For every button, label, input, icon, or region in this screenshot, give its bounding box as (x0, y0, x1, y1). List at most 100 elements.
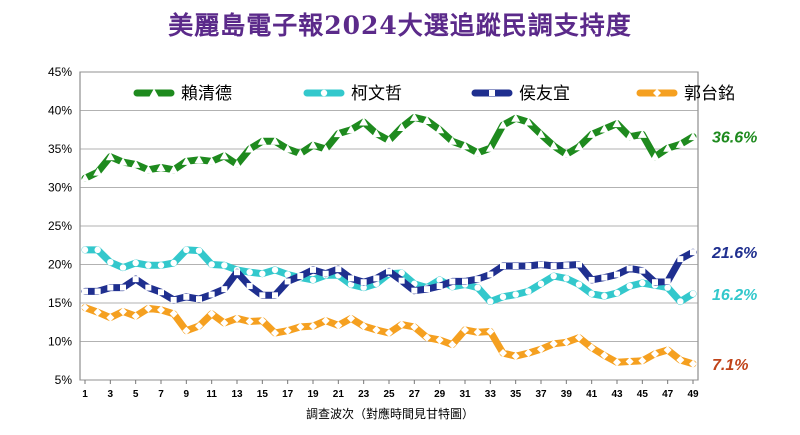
data-point (309, 276, 317, 284)
legend-item: 柯文哲 (303, 84, 402, 104)
data-point (181, 156, 191, 165)
data-point (409, 112, 419, 121)
data-point (549, 339, 558, 348)
legend-item: 郭台銘 (636, 84, 735, 104)
data-point (423, 333, 431, 342)
data-point (93, 167, 103, 176)
x-tick-label: 33 (485, 389, 497, 400)
data-point (93, 308, 102, 317)
data-point (512, 291, 519, 298)
data-point (208, 291, 215, 298)
data-point (221, 262, 228, 269)
data-point (676, 355, 685, 364)
data-point (601, 274, 608, 281)
data-point (613, 289, 621, 297)
data-point (690, 249, 696, 256)
data-point (625, 132, 635, 141)
x-tick-label: 11 (206, 389, 217, 400)
data-point (587, 129, 597, 138)
data-point (664, 278, 671, 285)
legend-marker (489, 90, 495, 96)
data-point (473, 148, 483, 157)
data-point (81, 303, 89, 312)
data-point (587, 343, 596, 352)
data-point (384, 136, 394, 145)
data-point (601, 292, 608, 300)
data-point (550, 263, 557, 270)
data-point (576, 261, 582, 268)
data-point (195, 247, 203, 254)
legend-item: 侯友宜 (471, 84, 570, 104)
data-point (536, 129, 546, 138)
data-point (132, 259, 139, 267)
data-point (410, 322, 419, 331)
data-point (118, 157, 128, 166)
series-4 (81, 303, 697, 368)
end-value-label: 21.6% (711, 245, 757, 262)
data-point (183, 246, 190, 254)
data-point (233, 314, 241, 323)
data-point (82, 288, 88, 295)
data-point (689, 290, 697, 297)
data-point (106, 313, 115, 322)
data-point (219, 151, 229, 160)
data-point (270, 136, 280, 145)
data-point (157, 305, 165, 314)
data-point (538, 261, 544, 268)
data-point (677, 256, 684, 263)
data-point (145, 262, 152, 269)
x-tick-label: 7 (158, 389, 164, 400)
end-value-label: 7.1% (712, 357, 748, 374)
data-point (411, 287, 418, 294)
data-point (105, 152, 115, 161)
series-1 (80, 112, 698, 182)
data-point (169, 309, 178, 318)
x-tick-label: 21 (333, 389, 345, 400)
data-point (347, 314, 355, 323)
data-point (663, 345, 672, 354)
data-point (626, 282, 633, 290)
data-point (511, 113, 521, 122)
data-point (612, 119, 622, 128)
data-point (385, 329, 393, 338)
data-point (259, 270, 266, 277)
data-point (107, 258, 114, 266)
data-point (245, 317, 254, 326)
grid-layer (79, 71, 699, 381)
y-tick-label: 5% (55, 373, 73, 387)
data-point (259, 292, 266, 299)
data-point (182, 326, 191, 335)
data-point (246, 269, 253, 276)
data-point (638, 356, 647, 365)
data-point (447, 136, 457, 145)
data-point (562, 338, 571, 347)
data-point (487, 298, 494, 305)
data-point (677, 298, 684, 305)
data-point (310, 266, 316, 273)
data-point (474, 284, 481, 291)
x-axis-title: 調查波次（對應時間見甘特圖） (306, 406, 474, 421)
data-point (131, 312, 140, 321)
data-point (80, 173, 90, 182)
data-point (524, 349, 533, 358)
y-tick-label: 30% (48, 181, 72, 195)
data-point (487, 271, 494, 278)
data-point (599, 124, 609, 133)
legend-label: 郭台銘 (684, 84, 735, 104)
data-point (525, 288, 532, 295)
data-point (207, 309, 216, 318)
data-point (651, 349, 659, 358)
data-point (257, 136, 267, 145)
legend-marker (149, 88, 159, 97)
data-point (486, 327, 495, 336)
data-point (359, 117, 369, 126)
chart-title: 美麗島電子報2024大選追蹤民調支持度 (168, 11, 632, 40)
series-3 (81, 248, 697, 304)
x-tick-label: 15 (257, 389, 269, 400)
data-point (575, 281, 583, 288)
data-point (474, 276, 481, 283)
data-point (194, 155, 204, 164)
data-point (94, 246, 101, 254)
x-tick-label: 17 (282, 389, 294, 400)
data-point (143, 165, 153, 174)
